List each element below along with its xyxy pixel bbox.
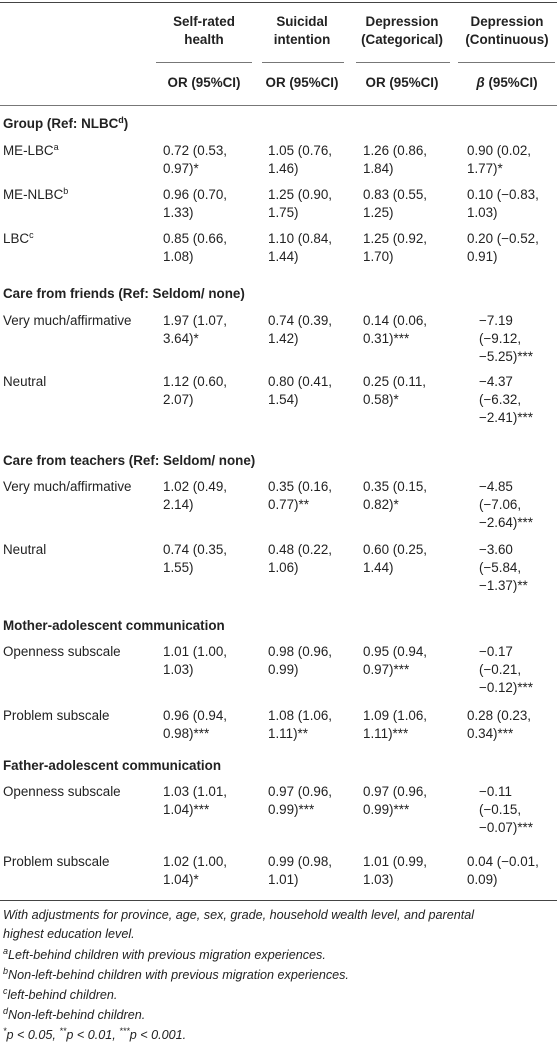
table-cell: 0.95 (0.94, 0.97)*** — [363, 644, 428, 677]
table-cell: 0.97 (0.96, 0.99)*** — [363, 784, 428, 817]
table-cell: 0.96 (0.70, 1.33) — [163, 187, 228, 220]
table-bottom-rule — [0, 900, 557, 901]
row-label-me-nlbc: ME-NLBCb — [3, 186, 69, 203]
table-cell: 1.01 (0.99, 1.03) — [363, 854, 428, 887]
table-cell: −4.37 (−6.32, −2.41)*** — [479, 374, 533, 425]
table-cell: 0.72 (0.53, 0.97)* — [163, 143, 228, 176]
table-cell: 0.85 (0.66, 1.08) — [163, 231, 228, 264]
table-cell: 0.98 (0.96, 0.99) — [268, 644, 333, 677]
table-cell: −0.11 (−0.15, −0.07)*** — [479, 784, 533, 835]
table-cell: 0.35 (0.15, 0.82)* — [363, 479, 428, 512]
footnote-d: dNon-left-behind children. — [3, 1006, 146, 1023]
col-header-depression-categorical: Depression (Categorical) — [361, 14, 443, 47]
table-cell: 0.83 (0.55, 1.25) — [363, 187, 428, 220]
table-cell: 0.20 (−0.52, 0.91) — [467, 231, 539, 264]
table-cell: 1.08 (1.06, 1.11)** — [268, 708, 333, 741]
table-cell: 0.25 (0.11, 0.58)* — [363, 374, 427, 407]
row-label-problem: Problem subscale — [3, 854, 110, 869]
row-label-me-lbc: ME-LBCa — [3, 142, 59, 159]
table-cell: −7.19 (−9.12, −5.25)*** — [479, 313, 533, 364]
table-cell: 0.74 (0.35, 1.55) — [163, 542, 228, 575]
row-label-problem: Problem subscale — [3, 708, 110, 723]
table-cell: 0.60 (0.25, 1.44) — [363, 542, 428, 575]
footnote-a: aLeft-behind children with previous migr… — [3, 946, 326, 963]
table-cell: 0.97 (0.96, 0.99)*** — [268, 784, 333, 817]
stat-label-or: OR (95%CI) — [365, 75, 439, 90]
table-cell: 0.74 (0.39, 1.42) — [268, 313, 333, 346]
stat-label-beta: β (95%CI) — [476, 75, 538, 90]
footnote-c: cleft-behind children. — [3, 986, 118, 1003]
table-cell: 1.01 (1.00, 1.03) — [163, 644, 228, 677]
table-cell: 0.96 (0.94, 0.98)*** — [163, 708, 228, 741]
table-cell: −0.17 (−0.21, −0.12)*** — [479, 644, 533, 695]
table-cell: 0.28 (0.23, 0.34)*** — [467, 708, 532, 741]
stat-label-or: OR (95%CI) — [167, 75, 241, 90]
table-cell: 1.97 (1.07, 3.64)* — [163, 313, 228, 346]
header-bottom-rule — [0, 105, 557, 106]
row-label-neutral: Neutral — [3, 542, 47, 557]
table-cell: 1.25 (0.90, 1.75) — [268, 187, 333, 220]
table-cell: 1.10 (0.84, 1.44) — [268, 231, 333, 264]
table-cell: 0.35 (0.16, 0.77)** — [268, 479, 333, 512]
table-cell: 1.02 (0.49, 2.14) — [163, 479, 228, 512]
table-cell: 1.05 (0.76, 1.46) — [268, 143, 333, 176]
table-top-rule — [0, 2, 557, 3]
header-underline — [458, 62, 555, 63]
table-cell: 1.26 (0.86, 1.84) — [363, 143, 428, 176]
section-title-group: Group (Ref: NLBCd) — [3, 115, 129, 132]
table-cell: 0.99 (0.98, 1.01) — [268, 854, 333, 887]
section-title-mother-communication: Mother-adolescent communication — [3, 618, 225, 633]
section-title-care-teachers: Care from teachers (Ref: Seldom/ none) — [3, 453, 256, 468]
footnote-adjustments: With adjustments for province, age, sex,… — [3, 908, 475, 941]
row-label-neutral: Neutral — [3, 374, 47, 389]
col-header-self-rated-health: Self-rated health — [173, 14, 235, 47]
section-title-father-communication: Father-adolescent communication — [3, 758, 222, 773]
stat-label-or: OR (95%CI) — [265, 75, 339, 90]
footnote-significance: *p < 0.05, **p < 0.01, ***p < 0.001. — [3, 1026, 187, 1043]
table-cell: 1.02 (1.00, 1.04)* — [163, 854, 228, 887]
table-cell: 0.48 (0.22, 1.06) — [268, 542, 333, 575]
table-cell: 0.04 (−0.01, 0.09) — [467, 854, 539, 887]
footnote-b: bNon-left-behind children with previous … — [3, 966, 349, 983]
col-header-suicidal-intention: Suicidal intention — [273, 14, 331, 47]
table-cell: 0.14 (0.06, 0.31)*** — [363, 313, 428, 346]
table-cell: −4.85 (−7.06, −2.64)*** — [479, 479, 533, 530]
row-label-lbc: LBCc — [3, 230, 34, 247]
header-underline — [262, 62, 344, 63]
table-cell: 1.03 (1.01, 1.04)*** — [163, 784, 228, 817]
table-cell: 0.90 (0.02, 1.77)* — [467, 143, 532, 176]
header-underline — [356, 62, 450, 63]
row-label-openness: Openness subscale — [3, 784, 121, 799]
row-label-very-much: Very much/affirmative — [3, 313, 132, 328]
row-label-very-much: Very much/affirmative — [3, 479, 132, 494]
row-label-openness: Openness subscale — [3, 644, 121, 659]
section-title-care-friends: Care from friends (Ref: Seldom/ none) — [3, 286, 245, 301]
table-cell: 1.12 (0.60, 2.07) — [163, 374, 228, 407]
col-header-depression-continuous: Depression (Continuous) — [465, 14, 549, 47]
table-cell: 0.10 (−0.83, 1.03) — [467, 187, 539, 220]
table-cell: 1.09 (1.06, 1.11)*** — [363, 708, 428, 741]
table-cell: 0.80 (0.41, 1.54) — [268, 374, 333, 407]
table-cell: −3.60 (−5.84, −1.37)** — [479, 542, 528, 593]
table-cell: 1.25 (0.92, 1.70) — [363, 231, 428, 264]
header-underline — [156, 62, 252, 63]
